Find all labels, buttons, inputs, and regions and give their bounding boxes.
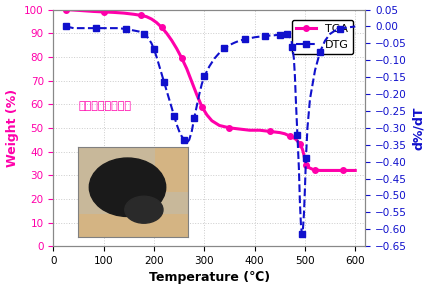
DTG [71,26,76,30]
DTG [101,26,106,30]
TGA [154,21,159,24]
TGA [347,169,352,172]
Y-axis label: Weight (%): Weight (%) [6,89,18,167]
TGA [179,56,184,60]
TGA [352,169,357,172]
TGA [317,169,322,172]
TGA [63,8,68,11]
DTG [299,233,304,236]
TGA [174,47,179,50]
TGA [289,136,294,139]
DTG [226,43,231,47]
DTG [293,99,298,103]
Text: 고비점유기화합물: 고비점유기화합물 [78,101,131,111]
DTG [206,65,212,68]
TGA [297,143,302,146]
DTG [63,25,68,28]
DTG [352,25,357,28]
X-axis label: Temperature (℃): Temperature (℃) [148,271,269,284]
Legend: TGA, DTG: TGA, DTG [291,20,353,54]
Line: DTG: DTG [63,24,357,237]
DTG [298,222,303,226]
Y-axis label: d%/dT: d%/dT [412,106,424,150]
Line: TGA: TGA [63,7,357,173]
